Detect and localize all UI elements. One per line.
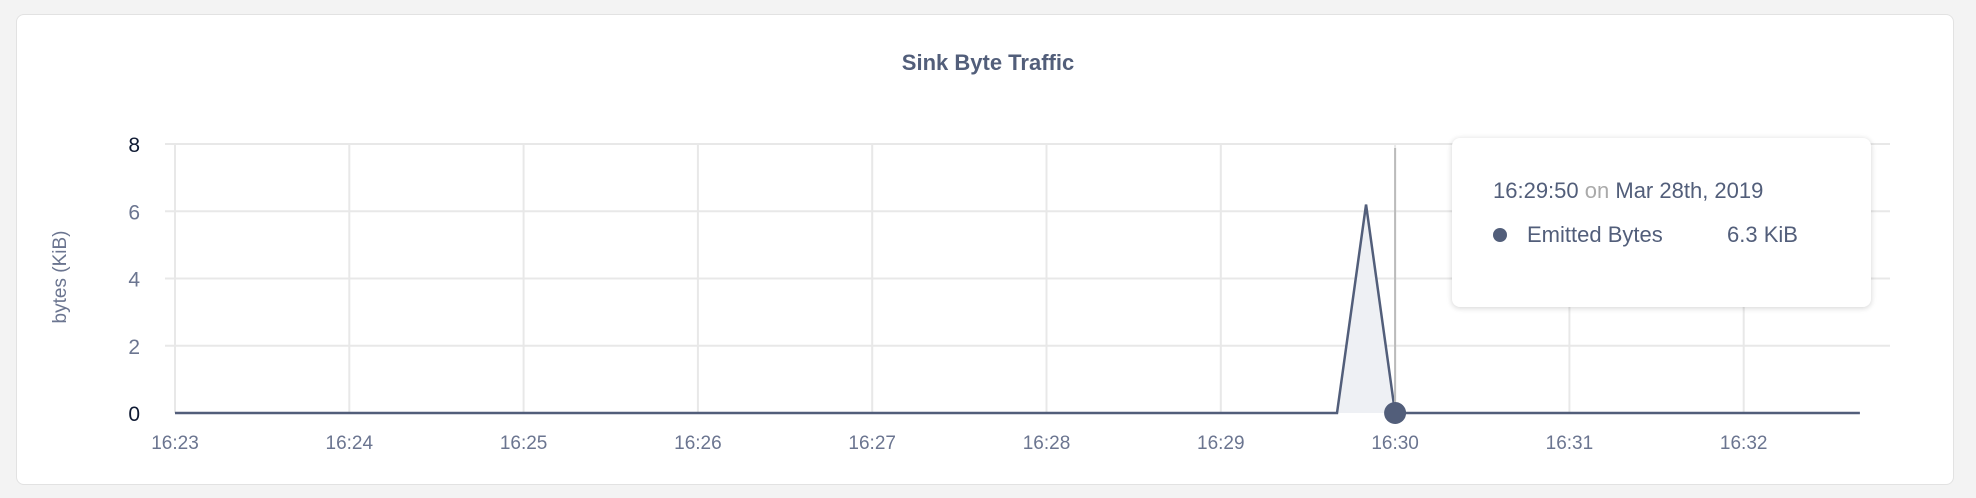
x-tick-label: 16:29 [1197, 433, 1245, 454]
tooltip-time: 16:29:50 [1493, 178, 1579, 203]
x-tick-label: 16:30 [1371, 433, 1419, 454]
x-tick-label: 16:28 [1023, 433, 1071, 454]
x-tick-label: 16:26 [674, 433, 722, 454]
x-tick-label: 16:27 [848, 433, 896, 454]
x-tick-label: 16:23 [151, 433, 199, 454]
series-line [175, 204, 1860, 415]
y-tick-label: 4 [128, 269, 140, 292]
tooltip-date: Mar 28th, 2019 [1615, 178, 1764, 203]
series-dot-icon [1493, 228, 1507, 242]
tooltip-value: 6.3 KiB [1727, 222, 1798, 247]
chart-tooltip: 16:29:50 on Mar 28th, 2019 Emitted Bytes… [1452, 138, 1871, 307]
x-tick-label: 16:25 [500, 433, 548, 454]
chart-title: Sink Byte Traffic [901, 50, 1075, 75]
x-tick-label: 16:24 [326, 433, 374, 454]
y-tick-label: 8 [128, 134, 140, 157]
y-tick-label: 0 [128, 403, 140, 426]
hover-point [1384, 402, 1407, 424]
y-axis-label: bytes (KiB) [50, 231, 71, 324]
tooltip-on: on [1584, 178, 1610, 203]
x-tick-label: 16:31 [1546, 433, 1594, 454]
y-tick-label: 2 [128, 336, 140, 359]
x-tick-label: 16:32 [1720, 433, 1768, 454]
y-tick-label: 6 [128, 201, 140, 224]
tooltip-series-name: Emitted Bytes [1527, 222, 1663, 247]
